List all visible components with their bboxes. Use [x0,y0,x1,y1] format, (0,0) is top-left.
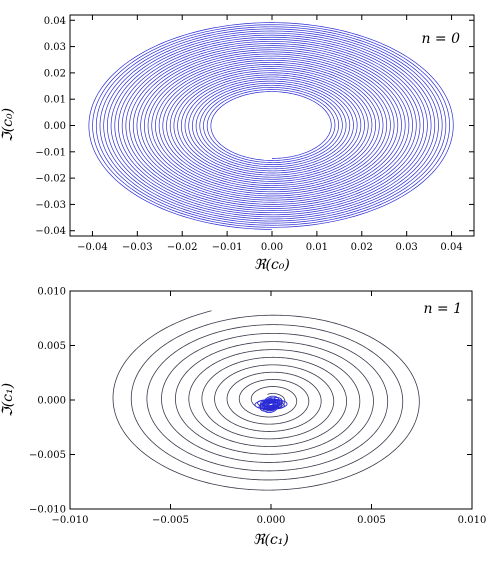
panel-n0-xticks: −0.04 −0.03 −0.02 −0.01 0.00 0.01 0.02 0.03 0.04 [77,15,463,253]
x-tick-label: 0.005 [357,515,386,526]
panel-n1-ylabel: ℑ(c₁) [0,383,16,417]
y-tick-label: 0.010 [37,287,66,298]
panel-n0-tag: n = 0 [421,31,460,47]
x-tick-label: 0.01 [306,242,328,253]
x-tick-label: 0.000 [257,515,286,526]
y-tick-label: 0.005 [37,341,66,352]
series-line-blue-core [254,399,288,410]
y-tick-label: −0.010 [29,505,66,516]
y-tick-label: −0.04 [35,226,66,237]
panel-n1: −0.010 −0.005 0.000 0.005 0.010 0.0100.0050.… [0,287,486,549]
panel-n1-xticks: −0.010 −0.005 0.000 0.005 0.010 [51,291,486,526]
panel-n0: −0.04 −0.03 −0.02 −0.01 0.00 0.01 0.02 0.03 0.04… [0,14,475,273]
series-line-dark-spiral [112,310,420,491]
y-tick-label: −0.03 [35,200,66,211]
y-tick-label: 0.00 [44,121,66,132]
series-line-blue-spiral [88,22,454,230]
y-tick-label: 0.02 [44,68,66,79]
panel-n1-curves [112,310,420,491]
x-tick-label: 0.04 [440,242,462,253]
series-line-blue-core [261,395,281,414]
x-tick-label: −0.005 [152,515,189,526]
x-tick-label: −0.04 [77,242,108,253]
x-tick-label: 0.02 [351,242,373,253]
panel-n0-ylabel: ℑ(c₀) [0,108,16,142]
panel-n0-yticks: 0.04 0.03 0.02 0.01 0.00 −0.01 −0.02 −0.03 −0.04 [35,16,474,237]
y-tick-label: 0.01 [44,95,66,106]
panel-n0-curves [88,22,454,230]
y-tick-label: −0.01 [35,147,66,158]
series-line-blue-core [259,397,283,412]
x-tick-label: 0.010 [458,515,487,526]
panel-n1-tag: n = 1 [423,301,462,317]
x-tick-label: 0.00 [261,242,283,253]
y-tick-label: 0.000 [37,396,66,407]
x-tick-label: −0.01 [212,242,243,253]
panel-n1-yticks: 0.010 0.005 0.000 −0.005 −0.010 [29,287,472,516]
x-tick-label: −0.03 [122,242,153,253]
panel-n0-xlabel: ℜ(c₀) [254,257,290,273]
x-tick-label: 0.03 [396,242,418,253]
x-tick-label: −0.02 [167,242,198,253]
y-tick-label: 0.03 [44,42,66,53]
panel-n0-frame [69,14,475,237]
x-tick-label: −0.010 [51,515,88,526]
panel-n1-xlabel: ℜ(c₁) [253,532,289,548]
y-tick-label: −0.005 [29,450,66,461]
y-tick-label: −0.02 [35,174,66,185]
y-tick-label: 0.04 [44,16,66,27]
